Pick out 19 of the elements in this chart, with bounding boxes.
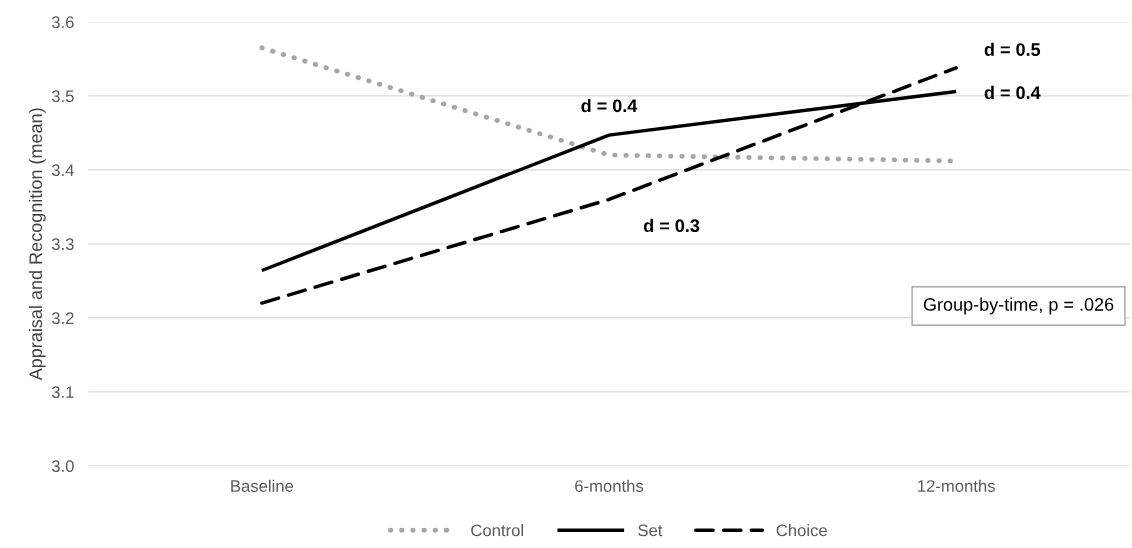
y-tick-label: 3.2 (51, 312, 74, 325)
y-tick-label: 3.3 (51, 238, 74, 251)
annotation: d = 0.4 (581, 98, 638, 113)
annotation: d = 0.4 (984, 85, 1041, 100)
x-tick-label: 6-months (575, 479, 644, 492)
y-tick-label: 3.6 (51, 16, 74, 29)
legend-label: Control (471, 524, 523, 537)
annotation: Group-by-time, p = .026 (923, 297, 1114, 315)
annotation: d = 0.3 (643, 218, 700, 233)
y-tick-label: 3.0 (51, 460, 74, 472)
x-tick-label: Baseline (231, 479, 294, 492)
y-tick-label: 3.4 (51, 164, 74, 177)
legend-label: Set (638, 524, 663, 537)
annotation: d = 0.5 (984, 42, 1041, 56)
y-axis-title: Appraisal and Recognition (mean) (28, 108, 46, 381)
legend-label: Choice (776, 524, 827, 537)
x-tick-label: 12-months (918, 479, 995, 492)
y-tick-label: 3.5 (51, 90, 74, 103)
y-tick-label: 3.1 (51, 386, 74, 399)
